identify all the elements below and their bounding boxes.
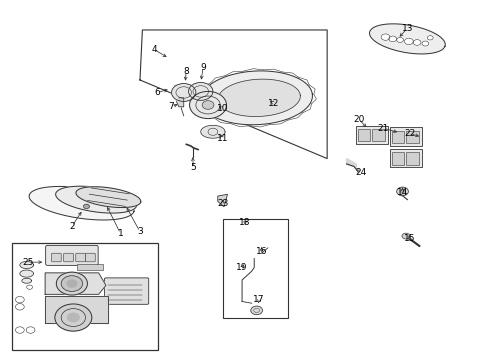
Circle shape (404, 38, 412, 45)
Text: 6: 6 (154, 88, 160, 97)
Circle shape (56, 272, 87, 295)
Text: 12: 12 (267, 99, 279, 108)
Bar (389, 149, 421, 167)
Polygon shape (45, 273, 106, 294)
Polygon shape (76, 187, 141, 208)
Bar (406, 131, 418, 143)
Circle shape (421, 41, 428, 46)
Bar (391, 131, 404, 143)
Text: 19: 19 (236, 263, 247, 272)
Bar (222, 219, 287, 318)
Text: 10: 10 (216, 104, 228, 113)
Bar (356, 126, 387, 144)
Text: 21: 21 (377, 124, 388, 133)
Polygon shape (45, 296, 108, 323)
Circle shape (67, 313, 79, 322)
Bar (358, 129, 370, 141)
Bar (77, 264, 103, 270)
Circle shape (188, 82, 212, 100)
Circle shape (61, 276, 82, 292)
Text: 23: 23 (217, 199, 228, 208)
Text: 2: 2 (69, 222, 75, 231)
Text: 7: 7 (168, 102, 174, 111)
Polygon shape (217, 194, 227, 207)
Polygon shape (346, 158, 356, 169)
Circle shape (396, 187, 407, 196)
FancyBboxPatch shape (76, 253, 85, 262)
Text: 17: 17 (253, 295, 264, 304)
Text: 11: 11 (216, 134, 228, 143)
Circle shape (401, 233, 409, 239)
Circle shape (55, 304, 92, 331)
Text: 4: 4 (151, 45, 157, 54)
FancyBboxPatch shape (45, 246, 98, 265)
FancyBboxPatch shape (85, 253, 95, 262)
FancyBboxPatch shape (51, 253, 61, 262)
Text: 5: 5 (190, 163, 196, 172)
FancyBboxPatch shape (104, 278, 148, 304)
Polygon shape (56, 186, 137, 213)
Text: 20: 20 (352, 115, 364, 124)
Polygon shape (369, 24, 445, 54)
Text: 18: 18 (238, 219, 250, 228)
Circle shape (202, 101, 213, 109)
Polygon shape (201, 71, 312, 125)
Circle shape (171, 84, 196, 102)
Circle shape (427, 36, 432, 40)
Circle shape (83, 204, 89, 208)
Text: 8: 8 (183, 67, 189, 76)
Text: 9: 9 (200, 63, 205, 72)
Circle shape (388, 36, 396, 42)
Circle shape (250, 306, 262, 315)
Text: 24: 24 (355, 168, 366, 177)
Circle shape (412, 40, 420, 45)
Circle shape (396, 37, 403, 42)
Text: 1: 1 (118, 229, 123, 238)
Bar (12, 243, 158, 350)
Polygon shape (218, 79, 300, 117)
Text: 13: 13 (401, 24, 412, 33)
Circle shape (67, 280, 77, 287)
Polygon shape (20, 270, 33, 277)
Text: 14: 14 (396, 188, 407, 197)
Bar (406, 153, 418, 165)
Text: 15: 15 (403, 234, 415, 243)
Polygon shape (29, 186, 134, 220)
Circle shape (189, 91, 226, 118)
Polygon shape (22, 278, 31, 283)
Circle shape (380, 34, 389, 40)
Text: 3: 3 (137, 227, 142, 236)
Polygon shape (201, 125, 224, 138)
Polygon shape (176, 98, 183, 107)
Text: 25: 25 (22, 258, 34, 267)
Polygon shape (20, 261, 33, 269)
Bar (372, 129, 384, 141)
Text: 16: 16 (255, 247, 267, 256)
FancyBboxPatch shape (63, 253, 73, 262)
Bar (391, 153, 404, 165)
Circle shape (399, 190, 404, 193)
Text: 22: 22 (404, 129, 415, 138)
Bar (389, 127, 421, 146)
